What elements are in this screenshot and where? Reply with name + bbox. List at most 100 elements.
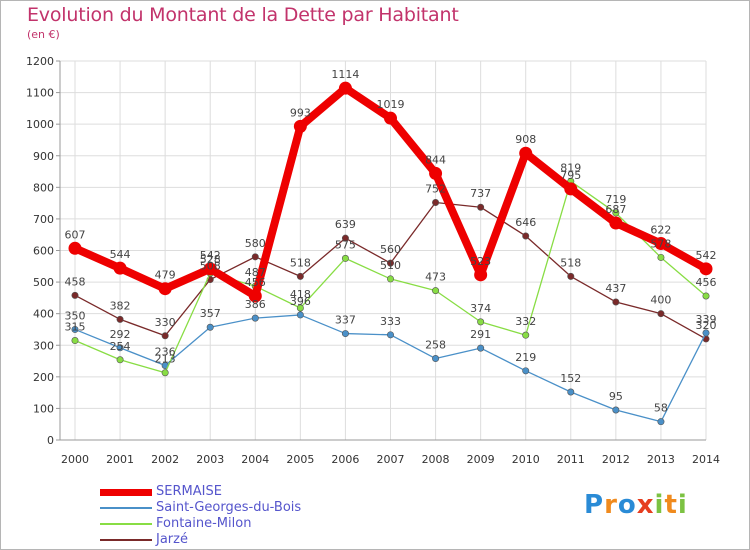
data-label: 292 — [110, 328, 131, 341]
data-point — [432, 198, 440, 206]
x-tick-label: 2008 — [422, 453, 450, 466]
data-label: 508 — [200, 260, 221, 273]
data-point — [477, 344, 485, 352]
x-tick-label: 2014 — [692, 453, 720, 466]
proxiti-logo: Proxiti — [584, 490, 688, 520]
logo-letter: x — [636, 490, 655, 520]
data-label: 487 — [245, 266, 266, 279]
data-label: 236 — [155, 345, 176, 358]
data-label: 339 — [696, 313, 717, 326]
y-tick-label: 600 — [33, 245, 54, 258]
data-label: 437 — [605, 282, 626, 295]
x-tick-label: 2004 — [241, 453, 269, 466]
axes: 0 100 200 300 400 500 600 700 800 900 1000 1100 1200… — [26, 55, 720, 466]
data-label: 578 — [650, 237, 671, 250]
data-label: 219 — [515, 351, 536, 364]
data-label: 523 — [470, 255, 491, 268]
x-tick-label: 2011 — [557, 453, 585, 466]
data-label: 320 — [696, 319, 717, 332]
legend-swatch — [100, 489, 152, 496]
data-point — [161, 332, 169, 340]
data-point — [432, 355, 440, 363]
legend-swatch — [100, 523, 152, 525]
data-point — [567, 272, 575, 280]
data-label: 95 — [609, 390, 623, 403]
data-point — [338, 81, 352, 95]
legend-swatch — [100, 539, 152, 541]
data-label: 400 — [650, 294, 671, 307]
x-tick-label: 2007 — [377, 453, 405, 466]
data-point — [341, 234, 349, 242]
data-label: 752 — [425, 182, 446, 195]
legend-label: Saint-Georges-du-Bois — [156, 500, 302, 515]
data-point — [203, 262, 217, 276]
x-tick-label: 2013 — [647, 453, 675, 466]
data-point — [116, 344, 124, 352]
data-label: 291 — [470, 328, 491, 341]
data-label: 560 — [380, 243, 401, 256]
data-point — [702, 292, 710, 300]
data-label: 337 — [335, 314, 356, 327]
legend-label: Fontaine-Milon — [156, 516, 252, 531]
data-point — [296, 272, 304, 280]
data-point — [158, 282, 172, 296]
data-label: 639 — [335, 218, 356, 231]
data-label: 542 — [200, 249, 221, 262]
legend-label: SERMAISE — [156, 484, 222, 499]
x-tick-label: 2009 — [467, 453, 495, 466]
data-label: 844 — [425, 153, 446, 166]
data-label: 473 — [425, 271, 446, 284]
logo-letter: o — [617, 490, 637, 520]
data-point — [519, 146, 533, 160]
y-tick-label: 100 — [33, 402, 54, 415]
chart-title: Evolution du Montant de la Dette par Hab… — [27, 4, 459, 26]
y-tick-label: 700 — [33, 213, 54, 226]
data-label: 458 — [65, 275, 86, 288]
x-tick-label: 2006 — [331, 453, 359, 466]
data-point — [386, 259, 394, 267]
data-label: 687 — [605, 203, 626, 216]
y-tick-label: 0 — [47, 434, 54, 447]
data-point — [116, 315, 124, 323]
data-label: 456 — [696, 276, 717, 289]
data-point — [564, 182, 578, 196]
data-point — [567, 388, 575, 396]
data-point — [251, 314, 259, 322]
data-label: 213 — [155, 353, 176, 366]
data-labels: 607 544 479 542 456 993 1114 1019 844 523 908 795 68… — [65, 68, 717, 415]
data-point — [474, 268, 488, 282]
y-tick-label: 800 — [33, 181, 54, 194]
logo-letter: r — [604, 490, 618, 520]
data-label: 357 — [200, 307, 221, 320]
data-label: 993 — [290, 106, 311, 119]
data-point — [522, 367, 530, 375]
data-point — [71, 325, 79, 333]
data-point — [113, 261, 127, 275]
data-point — [657, 418, 665, 426]
data-point — [296, 304, 304, 312]
data-label: 646 — [515, 216, 536, 229]
data-point — [384, 111, 397, 125]
y-tick-label: 300 — [33, 339, 54, 352]
data-point — [71, 291, 79, 299]
data-label: 382 — [110, 299, 131, 312]
x-tick-label: 2000 — [61, 453, 89, 466]
data-point — [702, 329, 710, 337]
data-label: 1019 — [377, 98, 405, 111]
x-tick-label: 2002 — [151, 453, 179, 466]
logo-letter: P — [584, 490, 605, 520]
data-point — [429, 166, 443, 180]
data-label: 607 — [65, 228, 86, 241]
data-point — [432, 287, 440, 295]
data-label: 510 — [380, 259, 401, 272]
grid — [60, 60, 707, 441]
data-label: 254 — [110, 340, 131, 353]
x-tick-label: 2001 — [106, 453, 134, 466]
data-point — [296, 311, 304, 319]
data-point — [699, 262, 713, 276]
y-tick-label: 400 — [33, 308, 54, 321]
data-point — [612, 209, 620, 217]
data-point — [654, 237, 668, 251]
